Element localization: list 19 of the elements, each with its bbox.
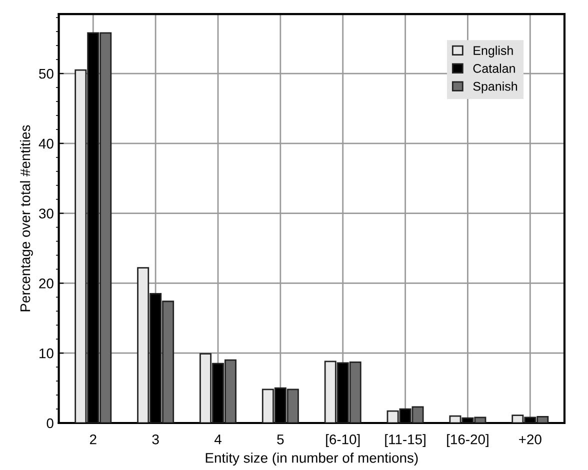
x-tick-label: 5: [277, 434, 284, 444]
y-tick-label: 20: [39, 278, 54, 288]
y-tick-label: 10: [40, 348, 54, 358]
y-axis-title: Percentage over total #entities: [20, 125, 33, 312]
y-tick-label: 0: [46, 418, 54, 428]
x-tick-label: [6-10]: [326, 434, 360, 448]
legend-label: Catalan: [473, 64, 515, 73]
y-tick-label: 50: [39, 68, 54, 79]
x-tick-label: +20: [519, 434, 542, 444]
x-tick-label: [11-15]: [385, 434, 426, 448]
y-tick-label: 30: [39, 208, 54, 218]
x-tick-label: 4: [214, 434, 222, 444]
x-tick-label: 2: [90, 434, 96, 444]
legend-label: English: [474, 46, 513, 58]
legend-label: Spanish: [473, 82, 518, 94]
x-axis-title: Entity size (in number of mentions): [206, 452, 418, 466]
x-tick-label: 3: [152, 434, 159, 444]
x-tick-label: [16-20]: [447, 434, 488, 448]
y-tick-label: 40: [38, 138, 54, 149]
